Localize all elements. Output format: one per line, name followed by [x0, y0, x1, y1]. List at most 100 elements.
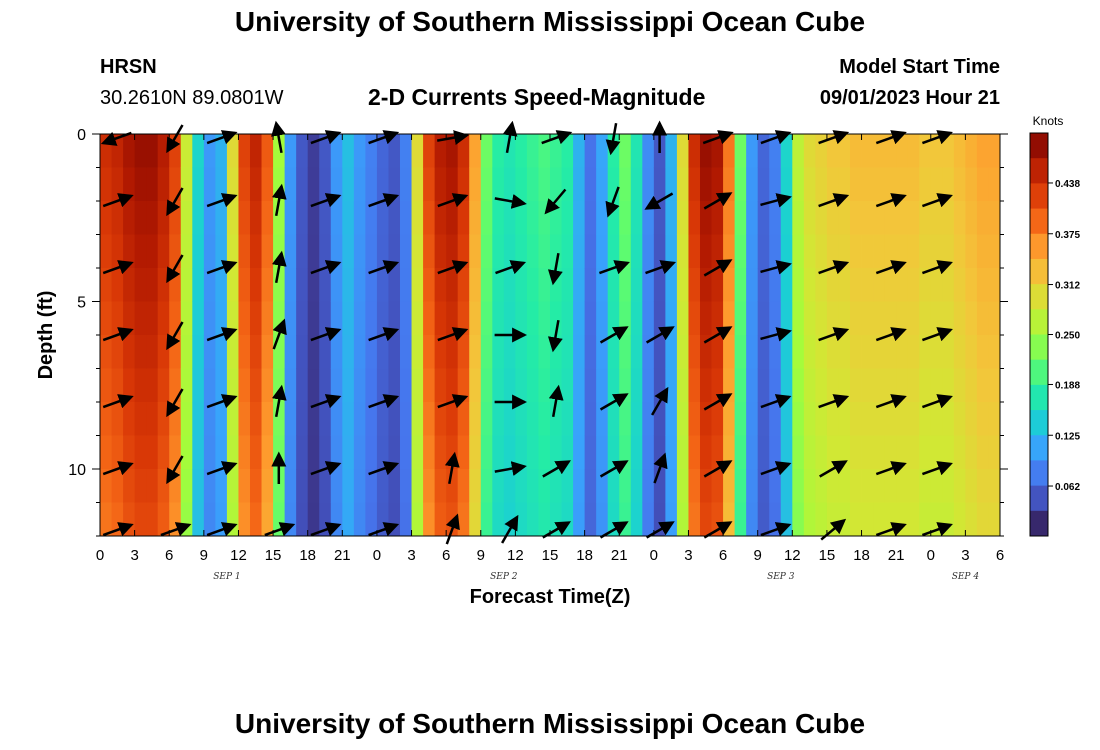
heat-cell	[226, 201, 239, 235]
heat-cell	[526, 469, 539, 503]
heat-cell	[919, 201, 932, 235]
heat-cell	[526, 402, 539, 436]
heat-cell	[250, 435, 262, 470]
heat-cell	[919, 234, 932, 269]
heat-cell	[757, 201, 770, 235]
heat-cell	[538, 335, 551, 369]
heat-cell	[700, 134, 712, 168]
heat-cell	[169, 234, 182, 269]
heat-cell	[307, 201, 320, 235]
heat-cell	[273, 469, 286, 503]
heat-cell	[826, 469, 839, 503]
page-title: University of Southern Mississippi Ocean…	[234, 6, 866, 37]
heat-cell	[226, 402, 239, 436]
current-vector	[206, 461, 238, 476]
y-axis-label: Depth (ft)	[35, 291, 57, 380]
heat-cell	[203, 502, 216, 537]
heat-cell	[896, 435, 909, 470]
current-vector	[875, 461, 907, 476]
heat-cell	[769, 234, 782, 269]
heat-cell	[353, 167, 366, 202]
heat-cell	[884, 469, 897, 503]
current-vector	[501, 514, 519, 544]
heat-cell	[169, 368, 182, 403]
heat-cell	[238, 234, 251, 269]
heat-cell	[203, 234, 216, 269]
heat-cell	[676, 502, 689, 537]
heat-cell	[169, 435, 182, 470]
heat-cell	[134, 469, 147, 503]
heatmap-cells	[100, 134, 1001, 537]
heat-cell	[723, 402, 736, 436]
heat-cell	[123, 201, 136, 235]
heat-cell	[423, 435, 436, 470]
heat-cell	[838, 201, 851, 235]
heat-cell	[457, 134, 470, 168]
heat-cell	[111, 268, 124, 302]
heat-cell	[803, 134, 816, 168]
current-vector	[368, 327, 400, 342]
heat-cell	[526, 234, 539, 269]
heat-cell	[157, 435, 170, 470]
heat-cell	[111, 435, 124, 470]
heat-cell	[850, 402, 862, 436]
heat-cell	[723, 201, 736, 235]
heat-cell	[596, 201, 609, 235]
current-vector	[547, 319, 563, 353]
heat-cell	[111, 134, 124, 168]
current-vector	[818, 394, 850, 409]
x-tick-label: 21	[888, 547, 905, 564]
heat-cell	[261, 134, 274, 168]
heat-cell	[665, 234, 678, 269]
heat-cell	[250, 335, 262, 369]
heat-cell	[746, 234, 759, 269]
heat-cell	[803, 234, 816, 269]
heat-cell	[930, 435, 943, 470]
current-vector	[921, 461, 953, 476]
heat-cell	[250, 234, 262, 269]
heat-cell	[526, 335, 539, 369]
heat-cell	[296, 301, 309, 336]
heat-cell	[388, 502, 401, 537]
heat-cell	[238, 435, 251, 470]
heat-cell	[342, 402, 355, 436]
heat-cell	[538, 435, 551, 470]
heat-cell	[619, 435, 632, 470]
colorbar-band	[1030, 460, 1048, 487]
heat-cell	[619, 469, 632, 503]
heat-cell	[965, 268, 978, 302]
heat-cell	[838, 368, 851, 403]
heat-cell	[561, 402, 574, 436]
heat-cell	[203, 268, 216, 302]
heat-cell	[803, 469, 816, 503]
current-vector	[368, 130, 400, 145]
heat-cell	[573, 134, 586, 168]
heat-cell	[757, 134, 770, 168]
heat-cell	[815, 435, 828, 470]
day-label: SEP 3	[767, 572, 795, 582]
heat-cell	[826, 402, 839, 436]
heat-cell	[515, 502, 528, 537]
heat-cell	[942, 301, 955, 336]
x-tick-label: 9	[200, 547, 208, 564]
current-vector	[264, 522, 296, 537]
heat-cell	[838, 167, 851, 202]
model-start-label: Model Start Time	[839, 56, 1000, 78]
heat-cell	[330, 301, 343, 336]
heat-cell	[607, 435, 620, 470]
heat-cell	[861, 268, 874, 302]
heat-cell	[469, 167, 482, 202]
heat-cell	[676, 301, 689, 336]
heat-cell	[215, 201, 228, 235]
heat-cell	[988, 368, 1001, 403]
heat-cell	[873, 335, 886, 369]
heat-cell	[388, 469, 401, 503]
heat-cell	[146, 435, 159, 470]
heat-cell	[180, 301, 193, 336]
heat-cell	[515, 134, 528, 168]
heat-cell	[180, 167, 193, 202]
heat-cell	[619, 201, 632, 235]
heat-cell	[515, 469, 528, 503]
heat-cell	[584, 469, 597, 503]
heat-cell	[550, 301, 562, 336]
